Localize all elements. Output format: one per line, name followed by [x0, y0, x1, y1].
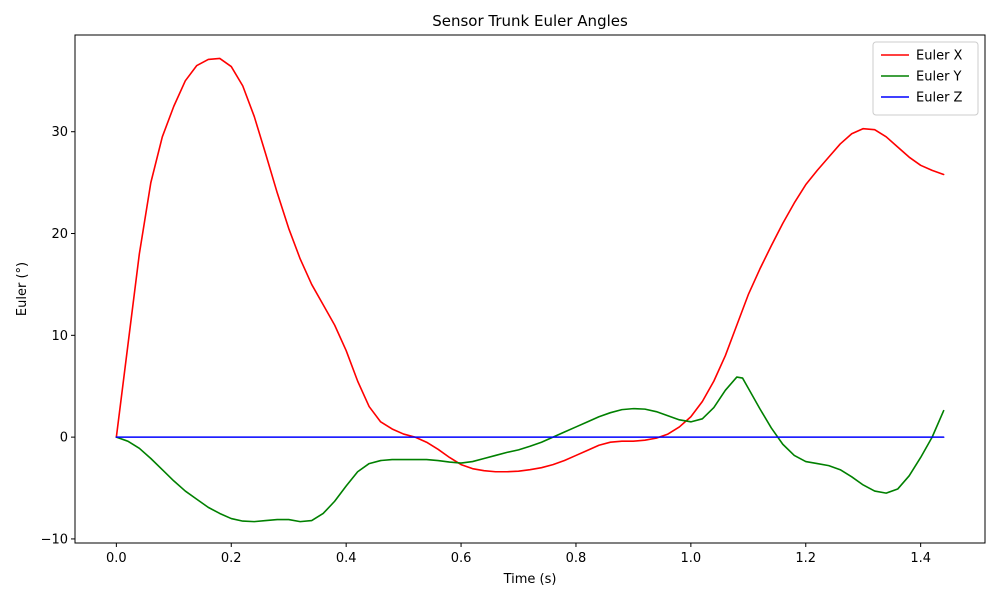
legend: Euler X Euler Y Euler Z [872, 41, 979, 116]
x-axis-ticks: 0.0 0.2 0.4 0.6 0.8 1.0 1.2 1.4 [106, 543, 931, 566]
series-layer [115, 57, 945, 523]
x-tick-label: 0.8 [566, 551, 587, 566]
y-axis-ticks: −10 0 10 20 30 [41, 125, 75, 547]
x-tick-label: 0.0 [106, 551, 127, 566]
legend-label: Euler Y [916, 70, 962, 85]
chart-title: Sensor Trunk Euler Angles [432, 12, 628, 30]
x-tick-label: 0.6 [451, 551, 472, 566]
y-tick-label: 0 [60, 431, 68, 446]
series-line-euler-y [115, 376, 945, 523]
legend-label: Euler X [916, 49, 963, 64]
series-line-euler-x [115, 57, 945, 473]
x-tick-label: 1.2 [795, 551, 816, 566]
y-tick-label: −10 [41, 532, 68, 547]
x-axis-title: Time (s) [503, 572, 557, 587]
y-tick-label: 10 [51, 329, 68, 344]
x-tick-label: 1.4 [910, 551, 931, 566]
y-tick-label: 30 [51, 125, 68, 140]
x-tick-label: 1.0 [681, 551, 702, 566]
x-tick-label: 0.4 [336, 551, 357, 566]
y-axis-title: Euler (°) [15, 262, 30, 316]
plot-frame [74, 34, 986, 544]
x-tick-label: 0.2 [221, 551, 242, 566]
y-tick-label: 20 [51, 227, 68, 242]
legend-label: Euler Z [916, 91, 963, 106]
